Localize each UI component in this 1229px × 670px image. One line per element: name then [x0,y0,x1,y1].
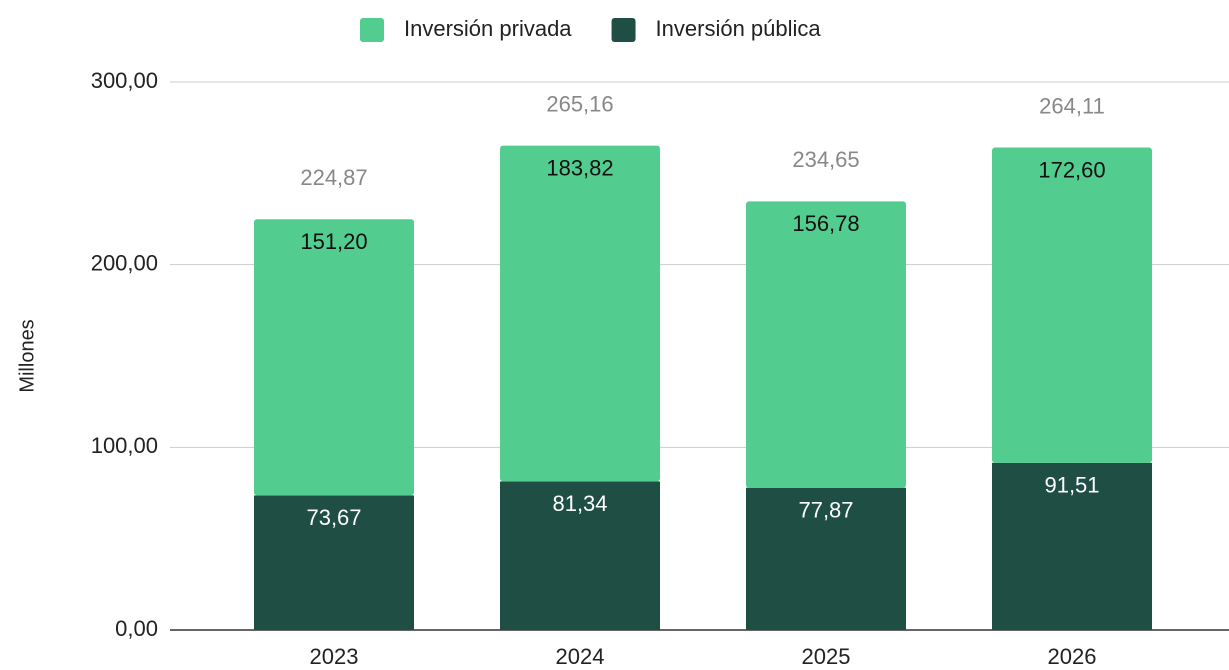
bar-segment [746,487,906,630]
bar-segment [254,495,414,630]
bar-segment [254,219,414,496]
total-label: 265,16 [546,91,613,116]
y-axis-label: Millones [16,319,38,392]
legend-label: Inversión pública [656,16,822,41]
data-label: 91,51 [1044,473,1099,498]
legend-label: Inversión privada [404,16,572,41]
data-label: 156,78 [792,211,859,236]
x-tick-label: 2026 [1048,644,1097,669]
legend-swatch [611,18,636,42]
data-label: 73,67 [306,505,361,530]
bar-segment [500,145,660,482]
data-label: 77,87 [798,498,853,523]
bar-segment [992,462,1152,630]
bar-segment [992,147,1152,463]
data-label: 81,34 [552,491,607,516]
data-label: 172,60 [1038,157,1105,182]
x-tick-label: 2024 [556,644,605,669]
bar-segment [500,481,660,630]
legend-swatch [360,18,384,42]
x-tick-label: 2025 [802,644,851,669]
y-tick-label: 300,00 [91,68,158,93]
x-tick-label: 2023 [310,644,359,669]
total-label: 264,11 [1039,93,1105,118]
total-label: 234,65 [792,147,859,172]
y-tick-label: 100,00 [91,433,158,458]
data-label: 183,82 [546,155,613,180]
total-label: 224,87 [300,165,367,190]
data-label: 151,20 [300,229,367,254]
y-tick-label: 0,00 [115,616,158,641]
bar-segment [746,201,906,488]
y-tick-label: 200,00 [91,250,158,275]
